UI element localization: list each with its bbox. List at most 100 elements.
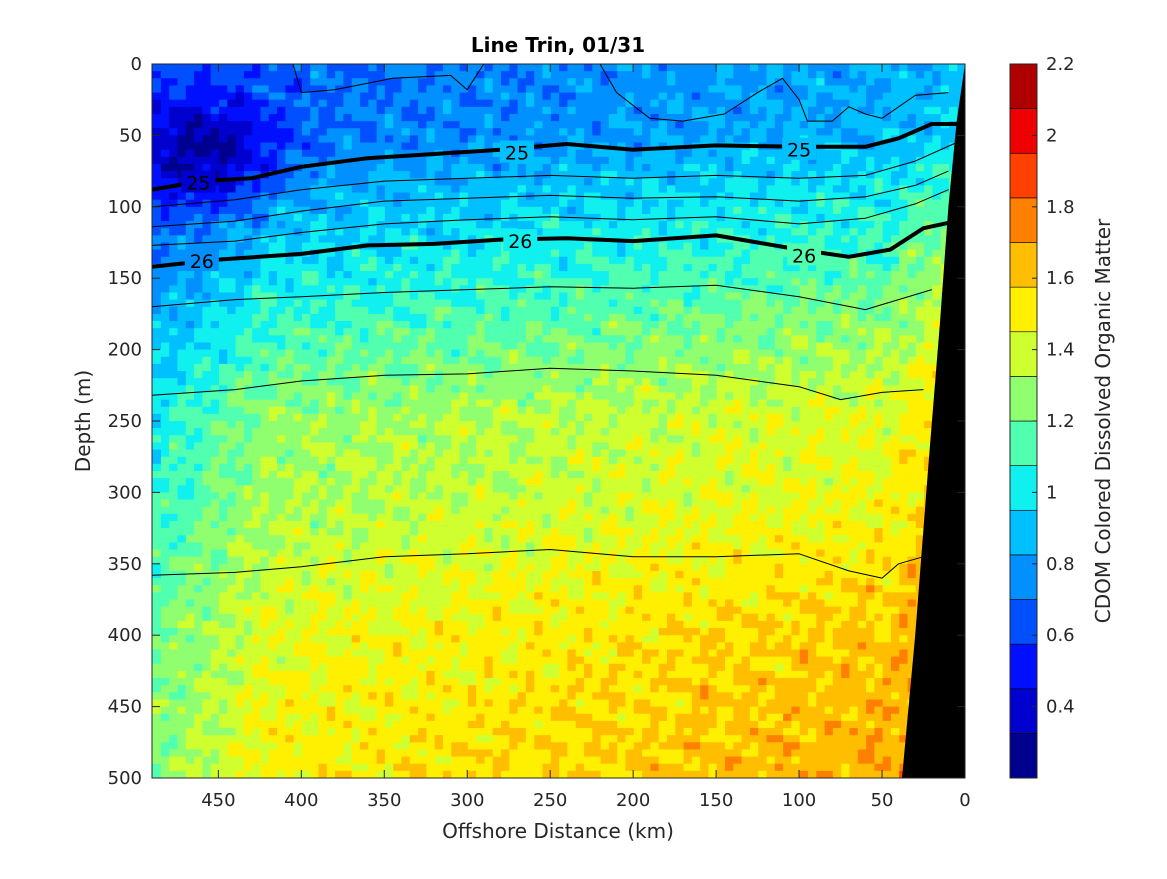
field-cell bbox=[741, 113, 750, 122]
field-cell bbox=[857, 156, 867, 165]
field-cell bbox=[616, 335, 626, 344]
field-cell bbox=[699, 306, 709, 315]
field-cell bbox=[840, 92, 850, 101]
field-cell bbox=[923, 428, 933, 436]
field-cell bbox=[649, 742, 659, 751]
field-cell bbox=[807, 449, 817, 458]
field-cell bbox=[873, 363, 883, 372]
field-cell bbox=[865, 585, 875, 593]
field-cell bbox=[823, 549, 833, 558]
field-cell bbox=[641, 356, 651, 365]
field-cell bbox=[558, 228, 568, 236]
field-cell bbox=[550, 64, 560, 72]
field-cell bbox=[599, 206, 609, 215]
field-cell bbox=[624, 585, 634, 593]
field-cell bbox=[873, 421, 883, 429]
field-cell bbox=[716, 256, 726, 265]
field-cell bbox=[890, 113, 900, 122]
field-cell bbox=[749, 606, 759, 615]
field-cell bbox=[658, 635, 667, 643]
field-cell bbox=[898, 292, 908, 301]
field-cell bbox=[616, 206, 626, 215]
field-cell bbox=[848, 378, 858, 386]
field-cell bbox=[641, 256, 651, 265]
field-cell bbox=[765, 313, 775, 322]
field-cell bbox=[848, 535, 858, 543]
field-cell bbox=[857, 706, 867, 715]
field-cell bbox=[823, 99, 833, 108]
field-cell bbox=[641, 292, 651, 301]
field-cell bbox=[732, 263, 742, 272]
field-cell bbox=[790, 385, 800, 394]
field-cell bbox=[599, 221, 609, 229]
field-cell bbox=[658, 506, 667, 515]
field-cell bbox=[782, 463, 792, 472]
field-cell bbox=[707, 599, 717, 608]
field-cell bbox=[699, 328, 709, 336]
field-cell bbox=[799, 392, 808, 401]
field-cell bbox=[732, 64, 742, 72]
field-cell bbox=[666, 213, 676, 222]
field-cell bbox=[890, 606, 900, 615]
field-cell bbox=[741, 378, 750, 386]
field-cell bbox=[583, 770, 593, 778]
field-cell bbox=[882, 285, 891, 294]
field-cell bbox=[608, 213, 618, 222]
field-cell bbox=[757, 735, 767, 743]
field-cell bbox=[624, 720, 634, 729]
field-cell bbox=[732, 349, 742, 358]
field-cell bbox=[666, 249, 676, 258]
field-cell bbox=[624, 470, 634, 479]
field-cell bbox=[633, 363, 643, 372]
field-cell bbox=[591, 113, 601, 122]
field-cell bbox=[616, 299, 626, 308]
field-cell bbox=[931, 285, 941, 294]
field-cell bbox=[815, 206, 825, 215]
field-cell bbox=[765, 735, 775, 743]
field-cell bbox=[724, 713, 734, 722]
field-cell bbox=[641, 78, 651, 87]
field-cell bbox=[566, 156, 576, 165]
field-cell bbox=[865, 213, 875, 222]
field-cell bbox=[782, 599, 792, 608]
field-cell bbox=[906, 178, 916, 186]
field-cell bbox=[633, 149, 643, 158]
field-cell bbox=[624, 228, 634, 236]
field-cell bbox=[616, 556, 626, 565]
field-cell bbox=[599, 171, 609, 179]
field-cell bbox=[782, 349, 792, 358]
field-cell bbox=[807, 728, 817, 736]
field-cell bbox=[741, 506, 750, 515]
field-cell bbox=[558, 570, 568, 579]
field-cell bbox=[575, 642, 584, 651]
field-cell bbox=[558, 328, 568, 336]
field-cell bbox=[823, 635, 833, 643]
field-cell bbox=[666, 285, 676, 294]
field-cell bbox=[799, 285, 808, 294]
field-cell bbox=[558, 199, 568, 208]
field-cell bbox=[732, 413, 742, 422]
field-cell bbox=[882, 171, 891, 179]
field-cell bbox=[616, 485, 626, 493]
field-cell bbox=[898, 499, 908, 508]
field-cell bbox=[757, 306, 767, 315]
field-cell bbox=[691, 128, 701, 136]
field-cell bbox=[865, 342, 875, 351]
field-cell bbox=[799, 606, 808, 615]
field-cell bbox=[658, 642, 667, 651]
field-cell bbox=[890, 635, 900, 643]
field-cell bbox=[931, 328, 941, 336]
field-cell bbox=[873, 628, 883, 636]
field-cell bbox=[823, 242, 833, 251]
field-cell bbox=[616, 113, 626, 122]
field-cell bbox=[682, 328, 692, 336]
field-cell bbox=[757, 463, 767, 472]
field-cell bbox=[823, 221, 833, 229]
field-cell bbox=[757, 321, 767, 329]
field-cell bbox=[840, 620, 850, 629]
field-cell bbox=[624, 285, 634, 294]
field-cell bbox=[641, 735, 651, 743]
field-cell bbox=[724, 421, 734, 429]
field-cell bbox=[931, 256, 941, 265]
field-cell bbox=[649, 313, 659, 322]
